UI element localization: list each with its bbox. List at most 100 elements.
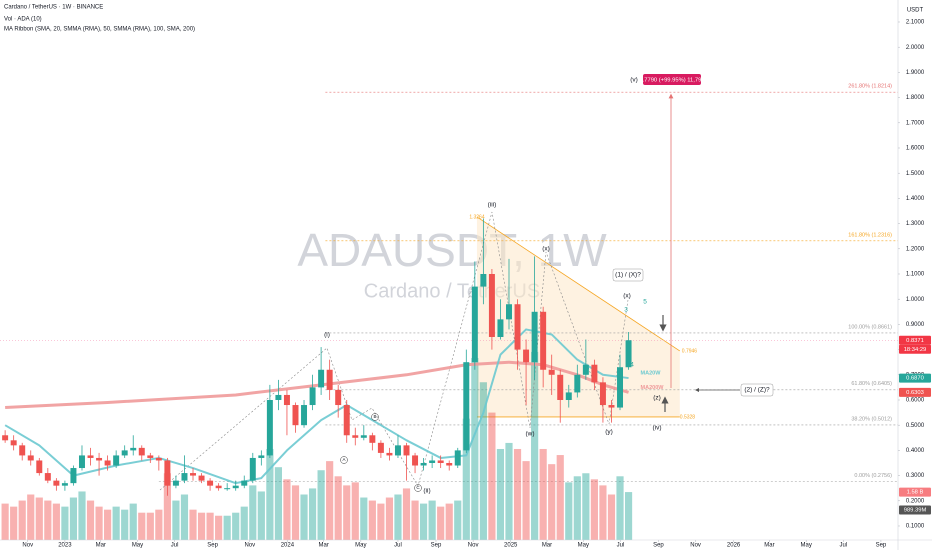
- y-tick-label: 0.3000: [906, 473, 925, 479]
- volume-bar: [445, 503, 453, 540]
- volume-bar: [10, 506, 18, 540]
- candle-body: [10, 440, 17, 446]
- candle-body: [420, 462, 427, 466]
- candle-body: [446, 462, 453, 466]
- x-tick-label: 2026: [727, 543, 741, 549]
- volume-bar: [513, 448, 522, 540]
- wave-label: 3: [624, 307, 628, 314]
- volume-bar: [573, 476, 581, 540]
- triangle-label: 0.5328: [680, 414, 696, 420]
- candle-body: [540, 311, 547, 370]
- x-tick-label: 2024: [281, 543, 295, 549]
- y-tick-label: 1.6000: [906, 146, 925, 152]
- wave-label: (iii): [488, 202, 497, 209]
- candle-body: [301, 405, 308, 426]
- volume-bar: [488, 412, 496, 540]
- volume-bar: [283, 479, 291, 540]
- candle-body: [557, 374, 564, 400]
- x-tick-label: Sep: [653, 543, 664, 549]
- ma-label: MA20W: [641, 371, 662, 377]
- volume-bar: [18, 500, 26, 540]
- wave-circle: [340, 456, 348, 464]
- candle-body: [44, 473, 51, 481]
- x-tick-label: Mar: [764, 543, 774, 549]
- x-tick-label: May: [578, 543, 589, 549]
- candle-body: [172, 480, 179, 486]
- candle-body: [87, 455, 94, 458]
- volume-bar: [377, 503, 385, 540]
- currency: USDT: [907, 8, 924, 14]
- label-box: [612, 268, 644, 282]
- candle-body: [283, 394, 290, 406]
- candle-body: [155, 457, 162, 461]
- x-tick-label: Nov: [244, 543, 255, 549]
- volume-bar: [197, 512, 206, 540]
- candle-body: [471, 286, 478, 363]
- fib-label: 61.80% (0.6405): [851, 381, 892, 387]
- candle-body: [241, 480, 248, 486]
- tag-layer: 0.6870 0.6303 1.58 B 989.39M 0.8371 18:34:29: [899, 335, 931, 515]
- price-tag-label: 989.39M: [904, 508, 927, 514]
- volume-bar: [300, 494, 308, 540]
- x-tick-label: Sep: [431, 543, 442, 549]
- price-tag-label: 0.6303: [906, 390, 924, 396]
- volume-bar: [394, 494, 402, 540]
- candle-body: [523, 349, 530, 363]
- volume-bar: [291, 485, 300, 540]
- volume-layer: [1, 351, 633, 540]
- fib-label: 161.80% (1.2316): [848, 232, 892, 238]
- candle-body: [266, 399, 273, 456]
- x-tick-label: Sep: [207, 543, 218, 549]
- candle-body: [232, 485, 239, 489]
- volume-bar: [582, 473, 590, 540]
- candle-body: [599, 382, 606, 406]
- candle-body: [181, 473, 188, 481]
- volume-bar: [69, 497, 78, 540]
- volume-bar: [86, 500, 95, 540]
- candle-body: [454, 450, 461, 466]
- volume-bar: [317, 470, 325, 540]
- volume-bar: [121, 509, 129, 540]
- candle-body: [574, 374, 581, 393]
- fib-layer: 261.80% (1.8214) 161.80% (1.2316) 100.00% …: [0, 84, 898, 483]
- y-tick-label: 1.4000: [906, 196, 925, 202]
- volume-bar: [334, 476, 342, 540]
- candle-body: [548, 369, 555, 375]
- price-tag-label: 0.8371: [906, 338, 924, 344]
- volume-bar: [266, 448, 274, 540]
- y-tick-label: 0.1000: [906, 524, 925, 530]
- volume-legend: Vol · ADA (10): [4, 17, 42, 23]
- candle-body: [164, 460, 171, 486]
- volume-bar: [385, 497, 394, 540]
- volume-bar: [138, 512, 146, 540]
- candle-body: [27, 455, 34, 461]
- candle-body: [582, 364, 589, 375]
- y-tick-label: 0.9000: [906, 322, 925, 328]
- target-box: [643, 74, 701, 85]
- fib-label: 100.00% (0.8661): [848, 324, 892, 330]
- volume-bar: [479, 382, 487, 540]
- candle-body: [275, 394, 282, 400]
- time-axis: [0, 540, 898, 550]
- wave-circle: [371, 413, 379, 421]
- x-tick-label: 2023: [58, 543, 72, 549]
- wave-label: (x): [623, 293, 631, 300]
- volume-bar: [129, 503, 137, 540]
- x-tick-label: Nov: [468, 543, 479, 549]
- candle-body: [130, 447, 137, 451]
- volume-bar: [78, 491, 86, 540]
- volume-bar: [496, 448, 505, 540]
- candle-body: [608, 405, 615, 408]
- x-tick-label: Nov: [690, 543, 701, 549]
- wave-label: A: [342, 457, 345, 462]
- y-tick-label: 1.7000: [906, 120, 925, 126]
- price-tag: [899, 335, 931, 345]
- volume-bar: [599, 485, 607, 540]
- target-label: 1.7790 (+99.95%) 11,792: [639, 78, 704, 84]
- countdown-tag: [899, 344, 931, 354]
- ma-label: MA200W: [641, 385, 665, 391]
- volume-bar: [189, 509, 197, 540]
- candle-body: [19, 445, 26, 456]
- y-tick-label: 1.3000: [906, 221, 925, 227]
- candle-body: [360, 435, 367, 438]
